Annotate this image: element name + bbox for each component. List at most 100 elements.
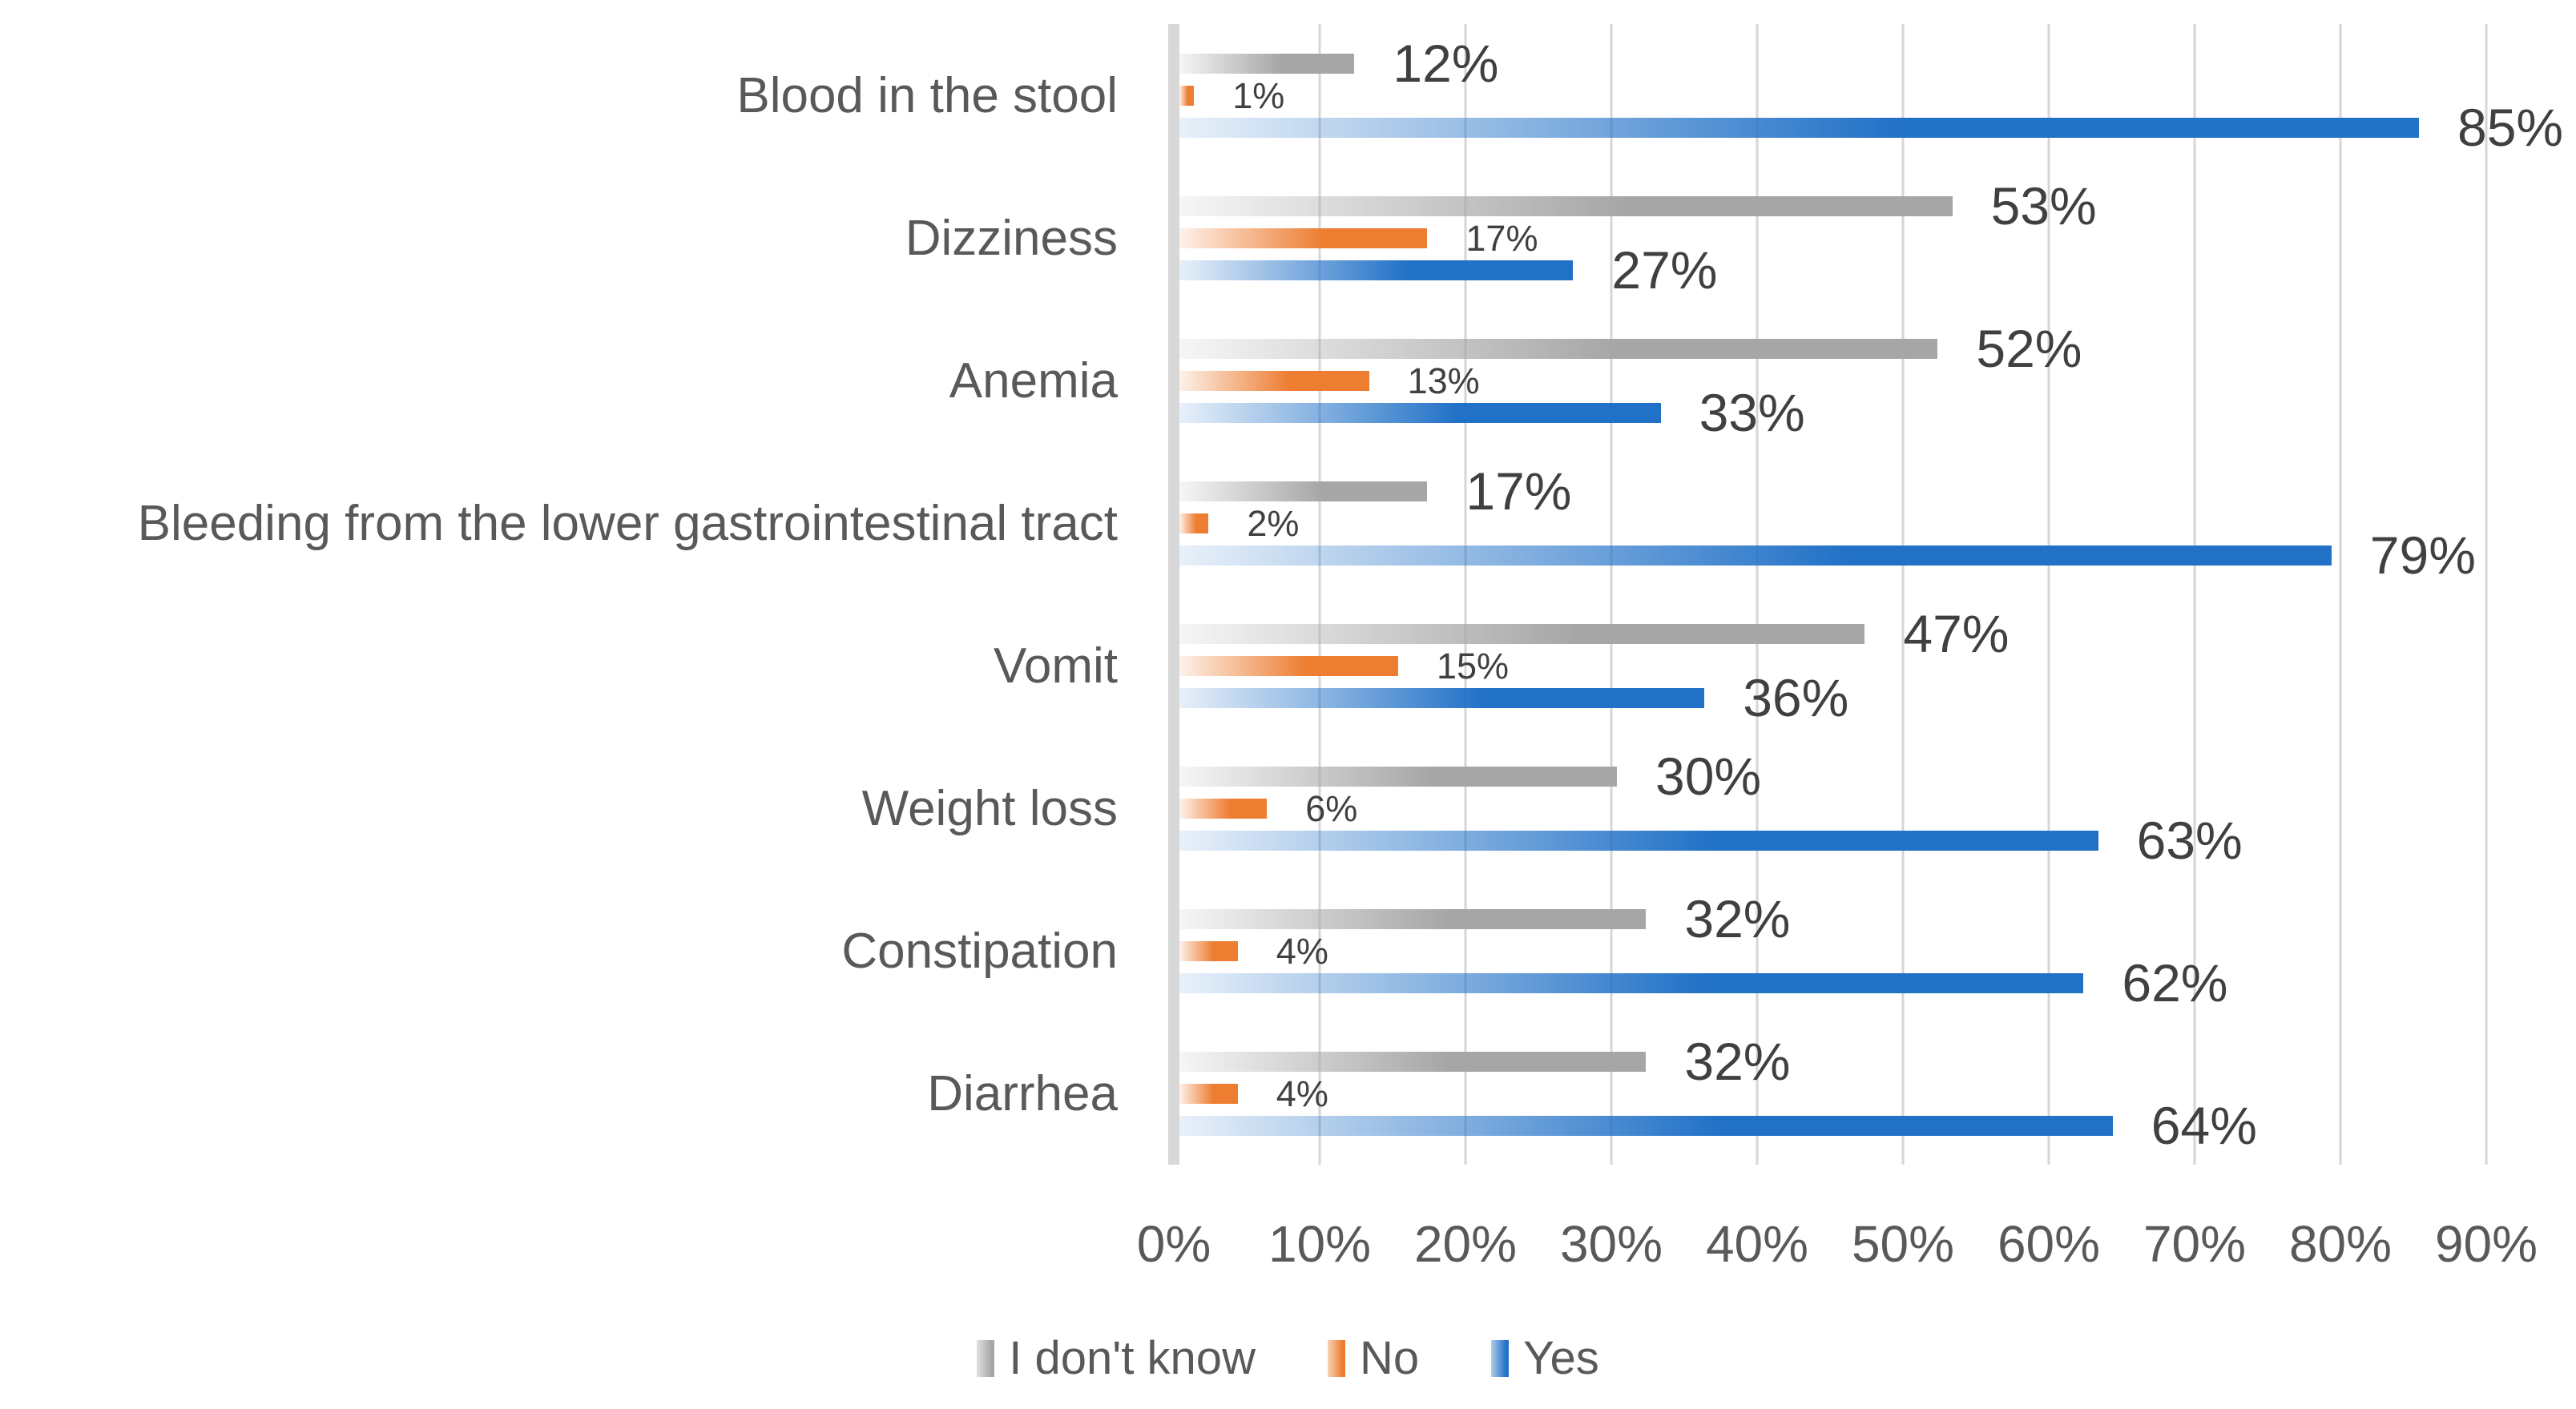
- x-axis: 0% 10% 20% 30% 40% 50% 60% 70% 80% 90%: [1137, 1214, 2538, 1286]
- bar-wrap: 52%: [1179, 322, 2492, 375]
- bar-yes: [1179, 687, 1705, 708]
- bar-value-label: 30%: [1655, 747, 1762, 806]
- bar-wrap: 27%: [1179, 244, 2492, 296]
- legend-label: I don't know: [1009, 1332, 1256, 1384]
- bar-yes: [1179, 117, 2419, 138]
- bar-no: [1179, 513, 1209, 533]
- category-label: Bleeding from the lower gastrointestinal…: [137, 495, 1118, 551]
- x-tick-label: 20%: [1413, 1215, 1518, 1273]
- gridline: [1756, 24, 1759, 1165]
- bar-yes: [1179, 1115, 2113, 1136]
- category-label: Dizziness: [905, 210, 1118, 266]
- legend-swatch-i-don-t-know: [977, 1339, 995, 1377]
- bar-i-don-t-know: [1179, 766, 1617, 787]
- category-axis: Blood in the stool Dizziness Anemia Bleedin…: [0, 24, 1118, 1165]
- bar-i-don-t-know: [1179, 195, 1953, 216]
- bar-no: [1179, 940, 1238, 961]
- bar-wrap: 53%: [1179, 179, 2492, 232]
- bar-no: [1179, 655, 1398, 676]
- bar-value-label: 2%: [1247, 502, 1300, 544]
- bar-wrap: 32%: [1179, 1035, 2492, 1088]
- legend-item-i-don-t-know: I don't know: [977, 1331, 1256, 1385]
- bar-yes: [1179, 972, 2084, 993]
- bar-i-don-t-know: [1179, 623, 1865, 644]
- bar-yes: [1179, 830, 2098, 851]
- bar-group-bleeding-from-the-lower-gastrointestinal-tract: 17% 2% 79%: [1179, 452, 2492, 594]
- bar-group-diarrhea: 32% 4% 64%: [1179, 1022, 2492, 1165]
- bar-group-weight-loss: 30% 6% 63%: [1179, 737, 2492, 880]
- bar-wrap: 6%: [1179, 791, 2492, 827]
- bar-wrap: 17%: [1179, 465, 2492, 517]
- gridline: [1318, 24, 1321, 1165]
- bar-yes: [1179, 260, 1574, 280]
- legend-label: No: [1359, 1332, 1420, 1384]
- x-tick-label: 0%: [1136, 1215, 1211, 1273]
- legend-item-no: No: [1327, 1331, 1420, 1385]
- category-label: Constipation: [841, 923, 1118, 979]
- bar-i-don-t-know: [1179, 908, 1647, 929]
- bar-value-label: 36%: [1743, 668, 1849, 727]
- bar-group-dizziness: 53% 17% 27%: [1179, 167, 2492, 309]
- x-tick-label: 10%: [1268, 1215, 1372, 1273]
- bar-wrap: 36%: [1179, 671, 2492, 724]
- bar-group-constipation: 32% 4% 62%: [1179, 880, 2492, 1022]
- bar-wrap: 2%: [1179, 505, 2492, 541]
- bar-value-label: 6%: [1305, 787, 1358, 829]
- gridline: [2485, 24, 2488, 1165]
- bar-i-don-t-know: [1179, 338, 1938, 359]
- bar-no: [1179, 798, 1268, 819]
- bar-value-label: 47%: [1903, 604, 2010, 663]
- bar-wrap: 62%: [1179, 956, 2492, 1009]
- bar-i-don-t-know: [1179, 53, 1355, 74]
- bar-value-label: 32%: [1684, 889, 1791, 948]
- legend-item-yes: Yes: [1491, 1331, 1599, 1385]
- category-label: Anemia: [949, 352, 1118, 409]
- bar-wrap: 85%: [1179, 101, 2563, 154]
- bar-group-blood-in-the-stool: 12% 1% 85%: [1179, 24, 2563, 167]
- bar-wrap: 13%: [1179, 363, 2492, 399]
- bar-value-label: 4%: [1276, 930, 1328, 972]
- x-tick-label: 70%: [2143, 1215, 2247, 1273]
- category-label: Diarrhea: [927, 1065, 1118, 1121]
- bar-value-label: 52%: [1976, 319, 2082, 378]
- bar-wrap: 63%: [1179, 814, 2492, 867]
- bar-wrap: 30%: [1179, 750, 2492, 803]
- gridline: [1610, 24, 1613, 1165]
- bar-group-vomit: 47% 15% 36%: [1179, 594, 2492, 737]
- legend: I don't know No Yes: [0, 1331, 2576, 1385]
- gridline: [2193, 24, 2196, 1165]
- bar-i-don-t-know: [1179, 481, 1428, 501]
- bar-value-label: 13%: [1407, 360, 1480, 401]
- bar-value-label: 1%: [1232, 74, 1285, 116]
- bar-value-label: 64%: [2151, 1096, 2257, 1155]
- bar-wrap: 79%: [1179, 529, 2492, 582]
- bar-yes: [1179, 545, 2332, 566]
- bar-wrap: 17%: [1179, 220, 2492, 256]
- gridline: [1464, 24, 1467, 1165]
- x-tick-label: 90%: [2434, 1215, 2538, 1273]
- legend-swatch-no: [1327, 1339, 1345, 1377]
- bar-wrap: 15%: [1179, 648, 2492, 684]
- bar-no: [1179, 1083, 1238, 1104]
- bar-wrap: 4%: [1179, 933, 2492, 969]
- x-tick-label: 30%: [1559, 1215, 1663, 1273]
- bar-wrap: 32%: [1179, 892, 2492, 945]
- bar-value-label: 85%: [2457, 98, 2564, 157]
- bar-value-label: 79%: [2369, 525, 2476, 585]
- gridline: [2047, 24, 2050, 1165]
- x-tick-label: 80%: [2288, 1215, 2393, 1273]
- bar-wrap: 12%: [1179, 37, 2492, 90]
- bar-wrap: 1%: [1179, 78, 2492, 114]
- bar-no: [1179, 85, 1195, 106]
- gridline: [2339, 24, 2342, 1165]
- bar-value-label: 15%: [1436, 645, 1510, 686]
- x-tick-label: 40%: [1705, 1215, 1809, 1273]
- bar-value-label: 33%: [1699, 383, 1805, 442]
- bar-value-label: 62%: [2122, 953, 2228, 1012]
- bars-layer: 12% 1% 85% 53% 17% 27% 52% 13% 33% 17% 2% 79% 47% 15%…: [1179, 24, 2563, 1165]
- bar-yes: [1179, 402, 1661, 423]
- bar-i-don-t-know: [1179, 1051, 1647, 1072]
- category-label: Weight loss: [861, 780, 1118, 836]
- legend-swatch-yes: [1491, 1339, 1510, 1377]
